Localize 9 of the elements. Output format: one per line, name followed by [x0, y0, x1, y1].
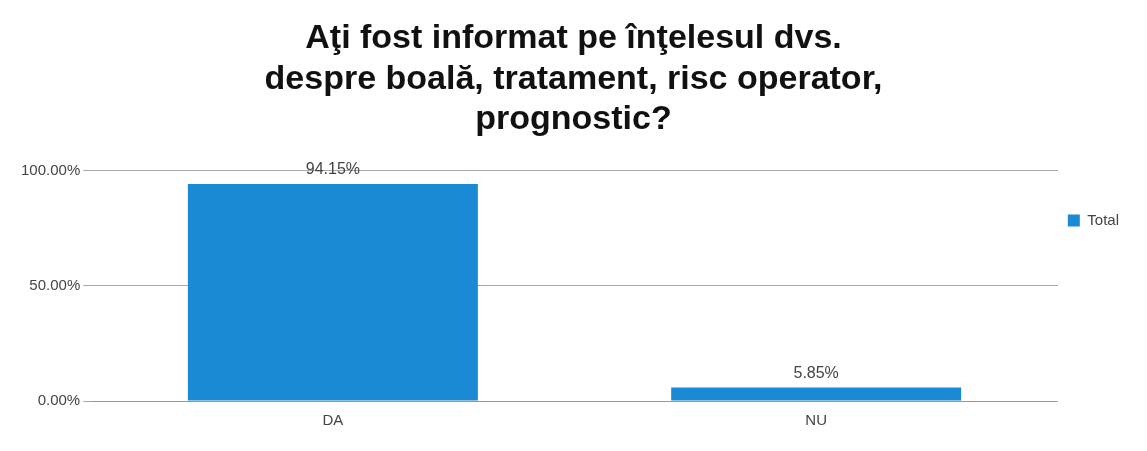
- y-tick-label: 0.00%: [37, 391, 81, 409]
- legend-label: Total: [1087, 210, 1119, 228]
- data-label: 5.85%: [793, 363, 839, 381]
- y-tick-label: 100.00%: [21, 160, 81, 178]
- x-tick-label: NU: [805, 411, 827, 429]
- chart-title: Aţi fost informat pe înţelesul dvs. despre boală, tratament, risc operator, prognostic?: [264, 16, 883, 137]
- x-tick-label: DA: [322, 411, 344, 429]
- data-label: 94.15%: [305, 160, 360, 178]
- y-tick-label: 50.00%: [29, 275, 81, 293]
